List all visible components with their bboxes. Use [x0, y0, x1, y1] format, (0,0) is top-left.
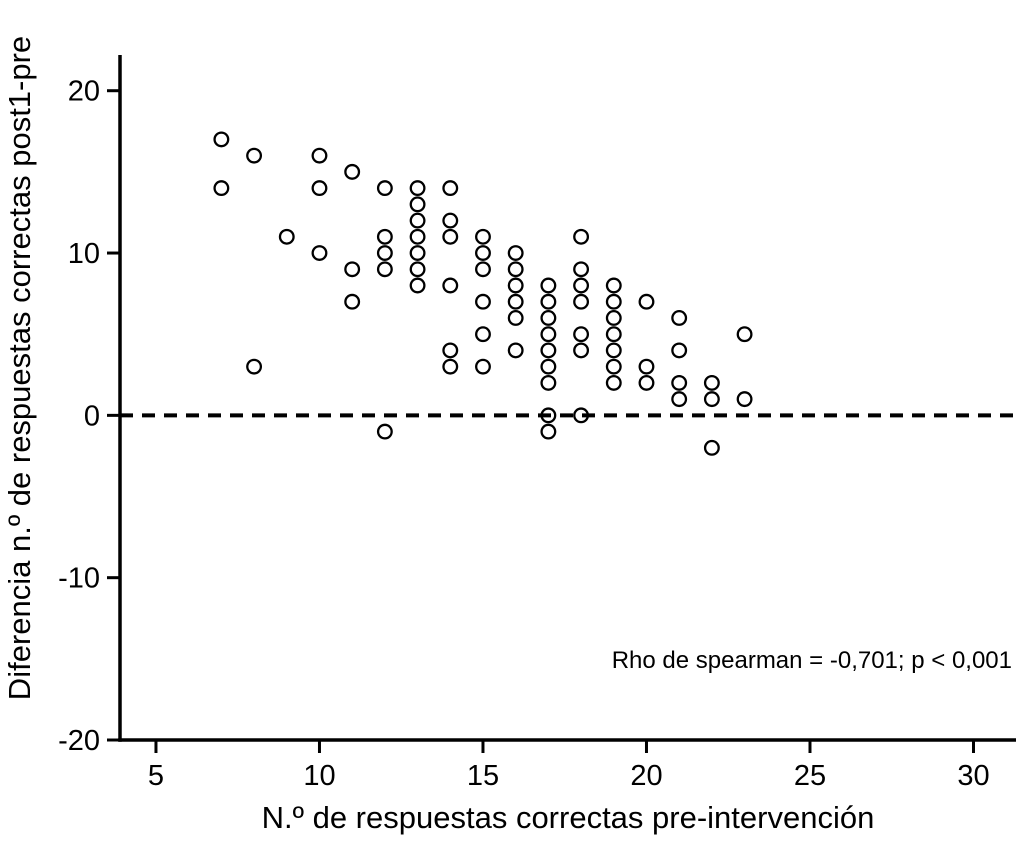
- data-point: [507, 277, 524, 294]
- data-point: [376, 228, 393, 245]
- data-point: [573, 261, 590, 278]
- data-point: [409, 245, 426, 261]
- data-point: [703, 391, 720, 408]
- data-point: [344, 163, 361, 180]
- x-tick-label: 20: [630, 760, 662, 792]
- data-point: [409, 277, 426, 294]
- data-point: [540, 342, 557, 359]
- data-point: [671, 310, 688, 326]
- data-point: [573, 277, 590, 294]
- data-point: [376, 261, 393, 278]
- data-point: [540, 293, 557, 310]
- data-point: [540, 407, 557, 424]
- data-point: [573, 228, 590, 245]
- data-point: [246, 147, 263, 164]
- data-point: [703, 374, 720, 391]
- data-point: [475, 293, 491, 310]
- data-point: [442, 228, 459, 245]
- data-point: [540, 326, 557, 343]
- data-point: [409, 196, 426, 213]
- data-point: [311, 180, 328, 197]
- data-point: [671, 374, 688, 391]
- y-axis-label: Diferencia n.º de respuestas correctas p…: [2, 36, 37, 700]
- data-point: [278, 228, 295, 245]
- data-point: [573, 326, 590, 343]
- data-point: [638, 374, 655, 391]
- data-point: [703, 439, 720, 456]
- data-point: [671, 391, 688, 408]
- data-point: [605, 358, 622, 375]
- data-point: [540, 310, 557, 326]
- data-point: [442, 358, 459, 375]
- data-point: [475, 245, 491, 261]
- data-point: [638, 358, 655, 375]
- data-point: [507, 245, 524, 261]
- data-point: [573, 407, 590, 424]
- x-tick-label: 30: [957, 760, 989, 792]
- x-tick-label: 25: [794, 760, 826, 792]
- data-point: [246, 358, 263, 375]
- data-point: [475, 261, 491, 278]
- data-point: [344, 261, 361, 278]
- plot-area: 5 10 15 20 25 30 -20 -10 0 10 20: [58, 55, 1022, 792]
- data-point: [507, 293, 524, 310]
- data-point: [409, 261, 426, 278]
- data-point: [605, 342, 622, 359]
- data-point: [442, 277, 459, 294]
- data-point: [573, 293, 590, 310]
- data-point: [638, 293, 655, 310]
- data-point: [605, 326, 622, 343]
- data-point: [540, 358, 557, 375]
- data-point: [442, 342, 459, 359]
- data-point: [573, 342, 590, 359]
- data-point: [605, 293, 622, 310]
- data-point: [409, 212, 426, 229]
- data-point: [671, 342, 688, 359]
- data-point: [540, 374, 557, 391]
- y-tick-label: 10: [68, 238, 100, 270]
- y-tick-label: 0: [84, 400, 100, 432]
- data-point: [605, 310, 622, 326]
- data-point: [409, 180, 426, 197]
- data-point: [311, 147, 328, 164]
- data-point: [475, 358, 491, 375]
- data-point: [344, 293, 361, 310]
- data-point: [475, 228, 491, 245]
- data-point: [540, 277, 557, 294]
- y-tick-label: 20: [68, 76, 100, 108]
- data-point: [409, 228, 426, 245]
- data-point: [311, 245, 328, 261]
- x-axis-label: N.º de respuestas correctas pre-interven…: [262, 800, 875, 835]
- data-point: [442, 212, 459, 229]
- data-point: [507, 310, 524, 326]
- data-point: [442, 180, 459, 197]
- data-point: [605, 374, 622, 391]
- data-point: [540, 423, 557, 440]
- annotation-text: Rho de spearman = -0,701; p < 0,001: [612, 647, 1012, 674]
- data-point: [605, 277, 622, 294]
- data-point: [376, 180, 393, 197]
- x-tick-label: 15: [467, 760, 499, 792]
- data-point: [376, 245, 393, 261]
- x-tick-label: 5: [148, 760, 164, 792]
- data-point: [736, 326, 753, 343]
- data-point: [736, 391, 753, 408]
- data-point: [507, 342, 524, 359]
- data-point: [507, 261, 524, 278]
- y-tick-label: -20: [58, 725, 100, 757]
- y-tick-label: -10: [58, 563, 100, 595]
- x-tick-label: 10: [303, 760, 335, 792]
- data-point: [213, 180, 230, 197]
- data-point: [213, 131, 230, 148]
- data-point: [475, 326, 491, 343]
- data-point: [376, 423, 393, 440]
